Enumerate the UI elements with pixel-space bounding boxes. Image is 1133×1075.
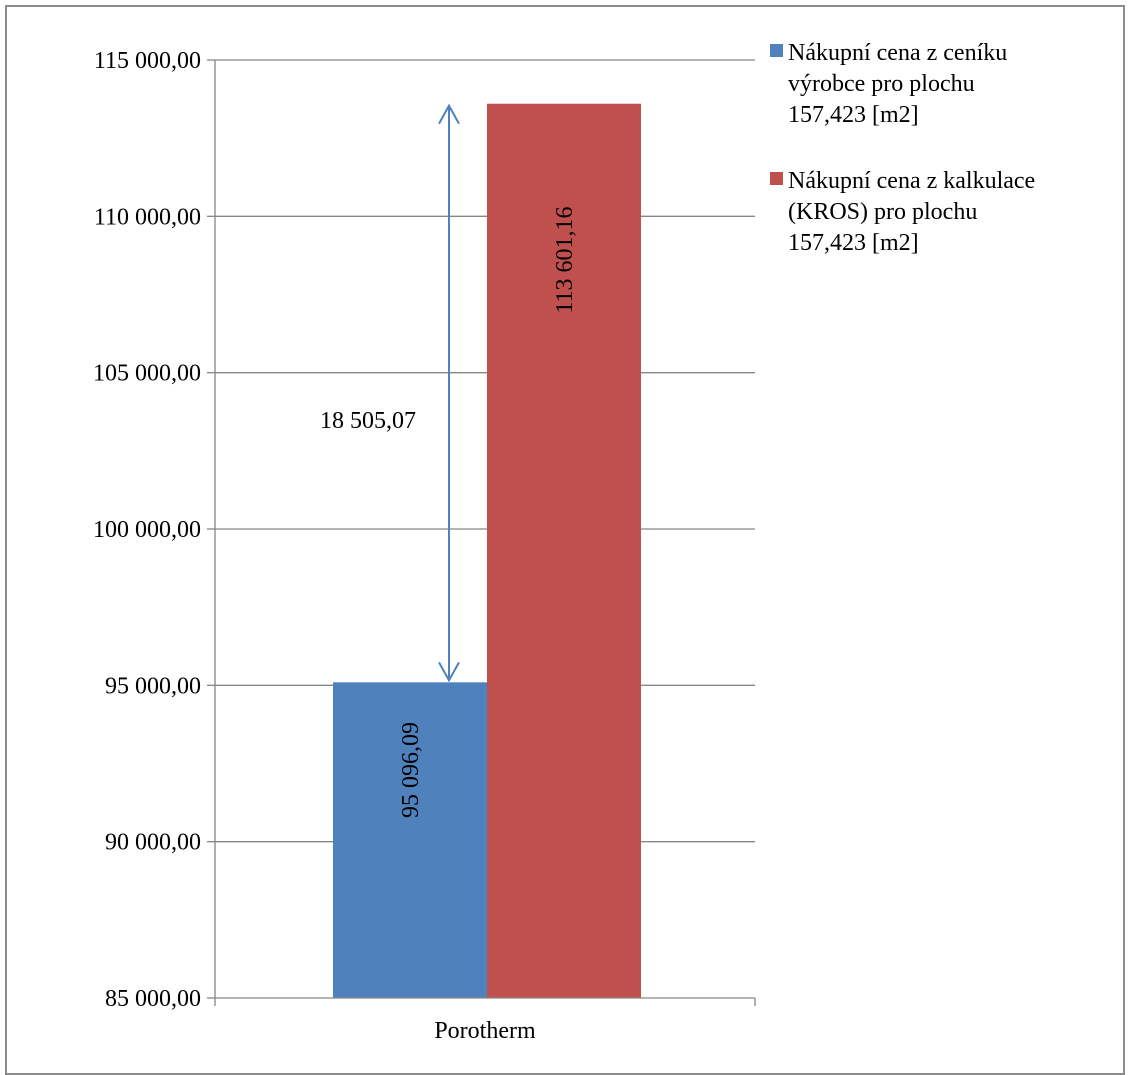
y-tick-label: 85 000,00 xyxy=(105,986,201,1012)
x-category-label: Porotherm xyxy=(434,1018,536,1044)
bar-kros xyxy=(487,103,641,998)
data-label-cenik: 95 096,09 xyxy=(398,722,424,818)
legend-label-line: Nákupní cena z ceníku xyxy=(788,40,1007,66)
data-label-kros: 113 601,16 xyxy=(552,206,578,313)
y-tick-label: 100 000,00 xyxy=(93,517,201,543)
annotation-label: 18 505,07 xyxy=(320,408,416,434)
y-tick-label: 110 000,00 xyxy=(94,204,201,230)
legend: Nákupní cena z ceníku výrobce pro plochu 1… xyxy=(770,40,1035,256)
legend-swatch-kros xyxy=(770,172,783,185)
legend-label-line: (KROS) pro plochu xyxy=(788,199,977,225)
y-tick-label: 95 000,00 xyxy=(105,673,201,699)
legend-label-line: Nákupní cena z kalkulace xyxy=(788,168,1035,194)
arrow-head-up-icon xyxy=(438,103,460,125)
axes: 85 000,00 90 000,00 95 000,00 100 000,00 105… xyxy=(93,48,756,1044)
legend-label-line: 157,423 [m2] xyxy=(788,102,919,128)
gridlines xyxy=(215,59,755,843)
bar-cenik xyxy=(333,682,487,998)
bars: 95 096,09 113 601,16 xyxy=(333,103,641,998)
y-tick-label: 90 000,00 xyxy=(105,830,201,856)
legend-label-line: výrobce pro plochu xyxy=(788,71,975,97)
difference-annotation: 18 505,07 xyxy=(320,103,460,683)
y-tick-label: 105 000,00 xyxy=(93,361,201,387)
legend-swatch-cenik xyxy=(770,44,783,57)
y-tick-label: 115 000,00 xyxy=(94,48,201,74)
arrow-head-down-icon xyxy=(438,661,460,683)
legend-label-line: 157,423 [m2] xyxy=(788,230,919,256)
